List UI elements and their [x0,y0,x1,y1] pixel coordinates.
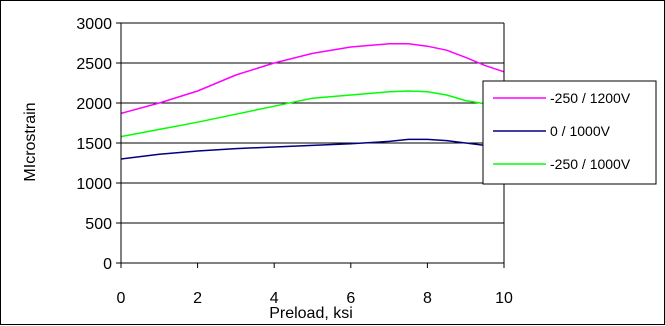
x-axis-title: Preload, ksi [269,305,353,322]
series-lines [120,43,505,160]
series-line-1 [120,138,505,160]
x-tick-label: 6 [346,290,355,307]
legend-label: 0 / 1000V [550,123,611,139]
x-tick-label: 0 [117,290,126,307]
y-tick-label: 500 [85,216,112,233]
x-tick-labels: 0 2 4 6 8 10 [117,263,513,307]
x-tick-label: 10 [495,290,513,307]
x-tick-label: 2 [193,290,202,307]
legend-label: -250 / 1200V [550,90,631,106]
y-axis-title: MIcrostrain [22,102,39,181]
y-tick-label: 0 [103,256,112,273]
x-tick-label: 8 [423,290,432,307]
legend-label: -250 / 1000V [550,156,631,172]
y-tick-label: 2500 [76,56,112,73]
y-tick-label: 1500 [76,136,112,153]
y-tick-label: 1000 [76,176,112,193]
legend: -250 / 1200V 0 / 1000V -250 / 1000V [482,80,657,185]
y-tick-labels: 0 500 1000 1500 2000 2500 3000 [76,16,121,273]
series-line-2 [120,90,505,138]
x-tick-label: 4 [270,290,279,307]
y-tick-label: 3000 [76,16,112,33]
y-tick-label: 2000 [76,96,112,113]
series-line-0 [120,43,505,115]
